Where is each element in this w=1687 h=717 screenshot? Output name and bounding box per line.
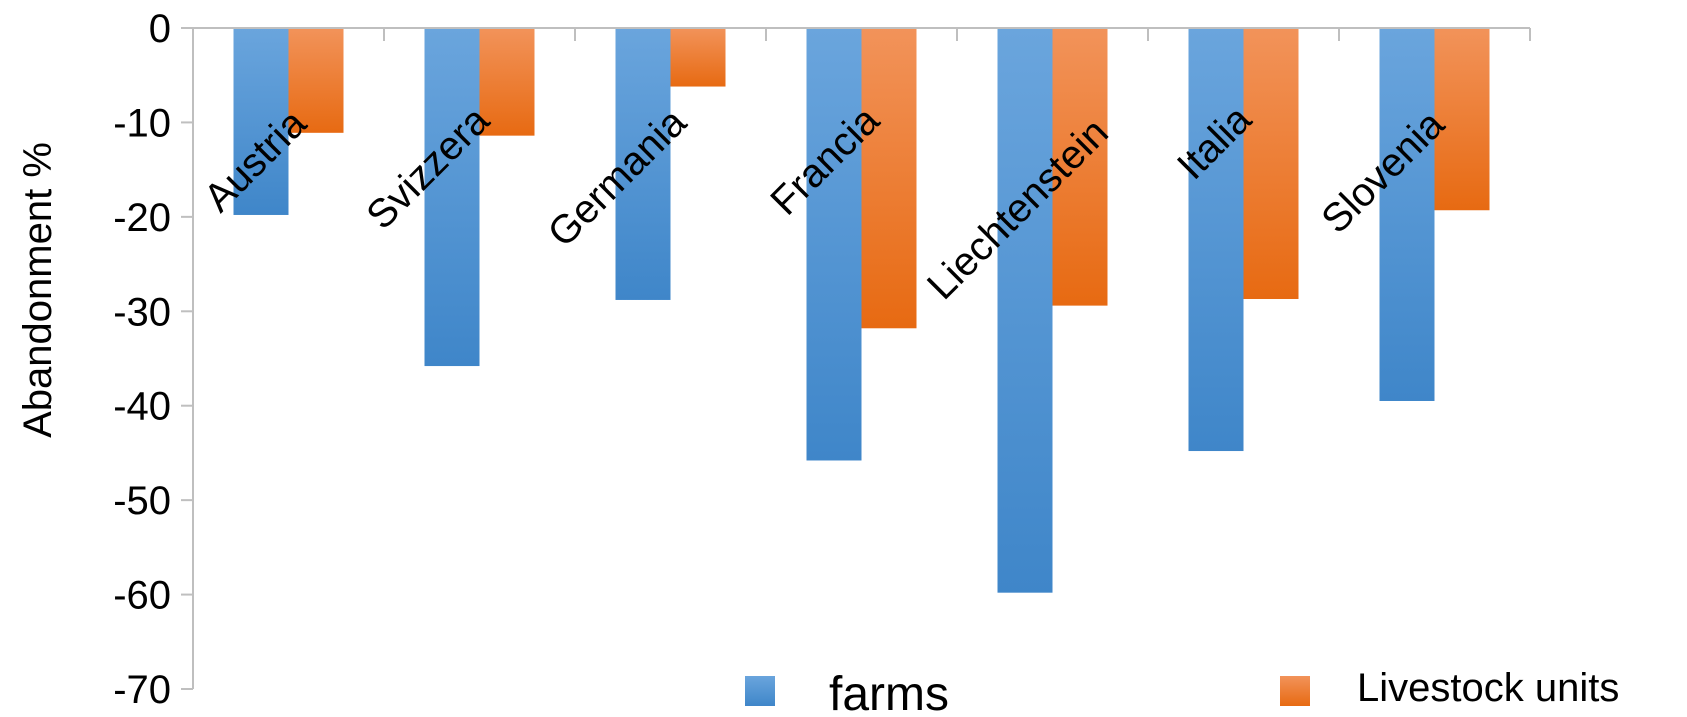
bar-livestock-svizzera [479,28,535,136]
y-tick-labels: 0 -10 -20 -30 -40 -50 -60 -70 [113,7,193,712]
y-tick-label: -70 [113,668,171,712]
y-tick-label: -60 [113,574,171,618]
x-axis [193,27,1531,41]
bar-farms-svizzera [424,28,480,367]
bar-livestock-francia [861,28,917,329]
bar-farms-italia [1188,28,1244,452]
bar-livestock-liechtenstein [1052,28,1108,306]
bar-livestock-italia [1243,28,1299,300]
legend-label-farms: farms [829,668,949,717]
bar-livestock-slovenia [1434,28,1490,211]
bar-farms-liechtenstein [997,28,1053,593]
y-tick-label: -20 [113,196,171,240]
legend: farms Livestock units [745,666,1619,717]
legend-swatch-livestock [1280,676,1310,706]
bar-farms-austria [233,28,289,215]
bar-farms-francia [806,28,862,461]
y-tick-label: -10 [113,101,171,145]
legend-label-livestock: Livestock units [1357,666,1619,710]
bar-farms-germania [615,28,671,300]
y-tick-label: -50 [113,479,171,523]
bars [233,28,1490,593]
y-tick-label: -40 [113,385,171,429]
bar-farms-slovenia [1379,28,1435,401]
y-tick-label: -30 [113,290,171,334]
y-axis-label: Abandonment % [16,142,60,438]
bar-livestock-austria [288,28,344,133]
y-tick-label: 0 [149,7,171,51]
legend-swatch-farms [745,676,775,706]
bar-livestock-germania [670,28,726,87]
